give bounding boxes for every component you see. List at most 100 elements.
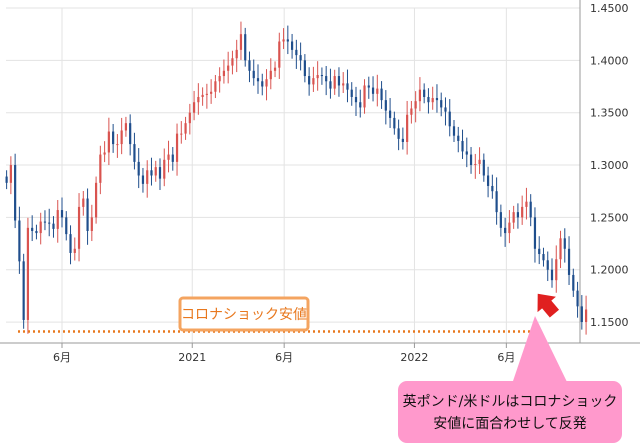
- candle-body: [388, 110, 392, 118]
- grid: [6, 7, 580, 343]
- candle-body: [550, 269, 554, 281]
- candle-body: [406, 114, 409, 142]
- candle-body: [576, 290, 579, 307]
- candle-body: [205, 93, 208, 95]
- candle-body: [482, 159, 485, 176]
- candle-body: [486, 175, 490, 186]
- candle-body: [423, 89, 426, 97]
- candle-body: [188, 112, 191, 124]
- rebound-arrow: [537, 293, 560, 318]
- candle-body: [508, 222, 511, 234]
- candle-body: [218, 76, 221, 82]
- candle-body: [77, 206, 81, 249]
- y-tick-label: 1.3500: [590, 107, 629, 120]
- candle-body: [39, 221, 42, 234]
- candle-body: [214, 81, 217, 92]
- candle-body: [359, 102, 362, 108]
- candle-body: [137, 161, 140, 176]
- candle-body: [112, 131, 115, 145]
- candle-body: [414, 101, 417, 109]
- candle-body: [546, 260, 549, 270]
- candle-body: [22, 261, 25, 320]
- candle-body: [363, 85, 366, 108]
- candle-body: [222, 70, 226, 77]
- candle-body: [427, 96, 430, 103]
- candle-body: [192, 102, 196, 113]
- candle-body: [457, 135, 460, 141]
- candle-body: [248, 60, 251, 71]
- candle-body: [73, 248, 76, 253]
- callout-line-1: 英ポンド/米ドルはコロナショック: [403, 393, 618, 410]
- y-tick-label: 1.1500: [590, 316, 629, 329]
- candle-body: [367, 85, 370, 88]
- candle-body: [504, 227, 507, 234]
- x-axis: 6月 2021 6月 2022 6月: [53, 343, 515, 364]
- candle-body: [350, 89, 353, 97]
- candle-body: [129, 123, 132, 145]
- candle-body: [542, 254, 545, 261]
- candle-body: [469, 154, 473, 166]
- candle-body: [163, 159, 166, 179]
- candle-body: [397, 128, 400, 139]
- candle-body: [325, 76, 328, 82]
- callout-box: [398, 381, 622, 443]
- candle-body: [525, 201, 528, 207]
- corona-low-label: コロナショック安値: [181, 307, 307, 323]
- candle-body: [393, 117, 396, 129]
- candle-body: [103, 152, 106, 155]
- candle-body: [435, 98, 439, 101]
- y-tick-label: 1.4500: [590, 2, 629, 15]
- candle-body: [141, 175, 145, 184]
- candle-body: [31, 227, 34, 231]
- candle-body: [48, 222, 51, 224]
- candle-body: [107, 131, 110, 153]
- y-axis: 1.1500 1.2000 1.2500 1.3000 1.3500 1.4000 1.45…: [590, 2, 629, 329]
- callout-pointer: [512, 316, 568, 384]
- candle-body: [448, 111, 451, 127]
- candle-body: [491, 185, 494, 192]
- candle-body: [295, 49, 298, 56]
- candle-body: [167, 154, 170, 160]
- candle-body: [180, 133, 183, 135]
- candle-body: [56, 210, 59, 229]
- candle-body: [337, 76, 341, 86]
- candle-body: [154, 167, 157, 176]
- y-tick-label: 1.4000: [590, 54, 629, 67]
- candle-body: [286, 39, 289, 42]
- candle-body: [452, 126, 456, 136]
- candle-body: [499, 212, 502, 228]
- candle-body: [580, 306, 583, 323]
- candle-body: [316, 75, 319, 79]
- candle-body: [282, 39, 285, 42]
- candle-body: [210, 91, 213, 94]
- candle-body: [18, 220, 21, 262]
- candle-body: [584, 309, 588, 323]
- candle-body: [82, 198, 85, 207]
- y-tick-label: 1.2500: [590, 211, 629, 224]
- candle-body: [346, 83, 349, 90]
- candle-body: [521, 206, 524, 218]
- candle-body: [171, 154, 174, 162]
- candle-body: [231, 58, 234, 66]
- rebound-arrow-shape: [537, 293, 560, 318]
- candle-body: [124, 123, 128, 131]
- candle-body: [43, 221, 47, 223]
- candle-body: [60, 210, 64, 218]
- candle-body: [278, 41, 281, 68]
- candle-body: [354, 96, 358, 103]
- candle-body: [133, 144, 136, 162]
- candle-body: [312, 78, 315, 85]
- candle-body: [533, 217, 537, 249]
- candle-body: [69, 234, 72, 253]
- candle-body: [120, 130, 123, 145]
- y-tick-label: 1.3000: [590, 159, 629, 172]
- candle-body: [244, 34, 247, 61]
- candle-body: [52, 223, 55, 229]
- candle-body: [273, 67, 277, 71]
- corona-low-label-box: [178, 296, 310, 332]
- candle-body: [572, 274, 575, 291]
- candle-body: [320, 75, 324, 77]
- candle-body: [65, 217, 68, 235]
- candle-body: [184, 123, 187, 134]
- plot-border: [0, 0, 640, 344]
